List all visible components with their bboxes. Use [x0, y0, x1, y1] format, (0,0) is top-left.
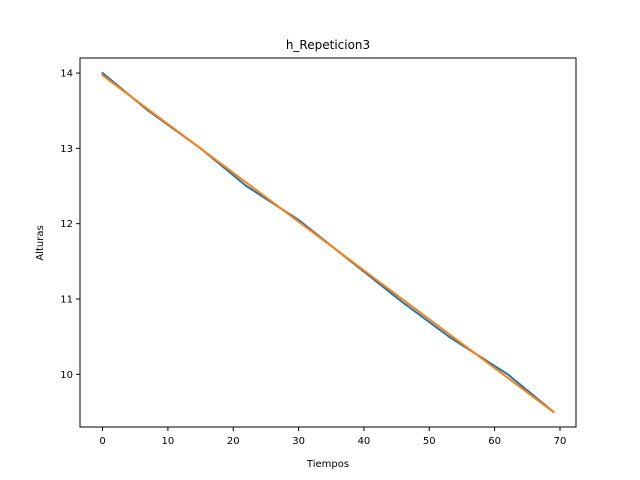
series-line-2	[101, 73, 555, 414]
series-layer	[101, 71, 555, 414]
y-tick-label: 13	[60, 144, 73, 155]
x-tick-label: 40	[358, 436, 371, 447]
x-tick-label: 10	[162, 436, 175, 447]
x-tick-label: 70	[554, 436, 567, 447]
x-axis-label: Tiempos	[306, 459, 349, 470]
x-tick-label: 20	[227, 436, 240, 447]
plot-frame	[79, 57, 577, 428]
x-tick-label: 50	[423, 436, 436, 447]
y-tick-label: 12	[60, 219, 73, 230]
y-tick-label: 14	[60, 69, 73, 80]
y-axis-ticks: 10 11 12 13 14	[60, 69, 80, 381]
chart-title: h_Repeticion3	[286, 38, 370, 52]
x-axis-ticks: 0 10 20 30 40 50 60 70	[99, 427, 566, 447]
y-axis-label: Alturas	[35, 225, 46, 260]
x-tick-label: 60	[488, 436, 501, 447]
y-tick-label: 10	[60, 370, 73, 381]
x-tick-label: 0	[99, 436, 105, 447]
y-tick-label: 11	[60, 294, 73, 305]
x-tick-label: 30	[292, 436, 305, 447]
